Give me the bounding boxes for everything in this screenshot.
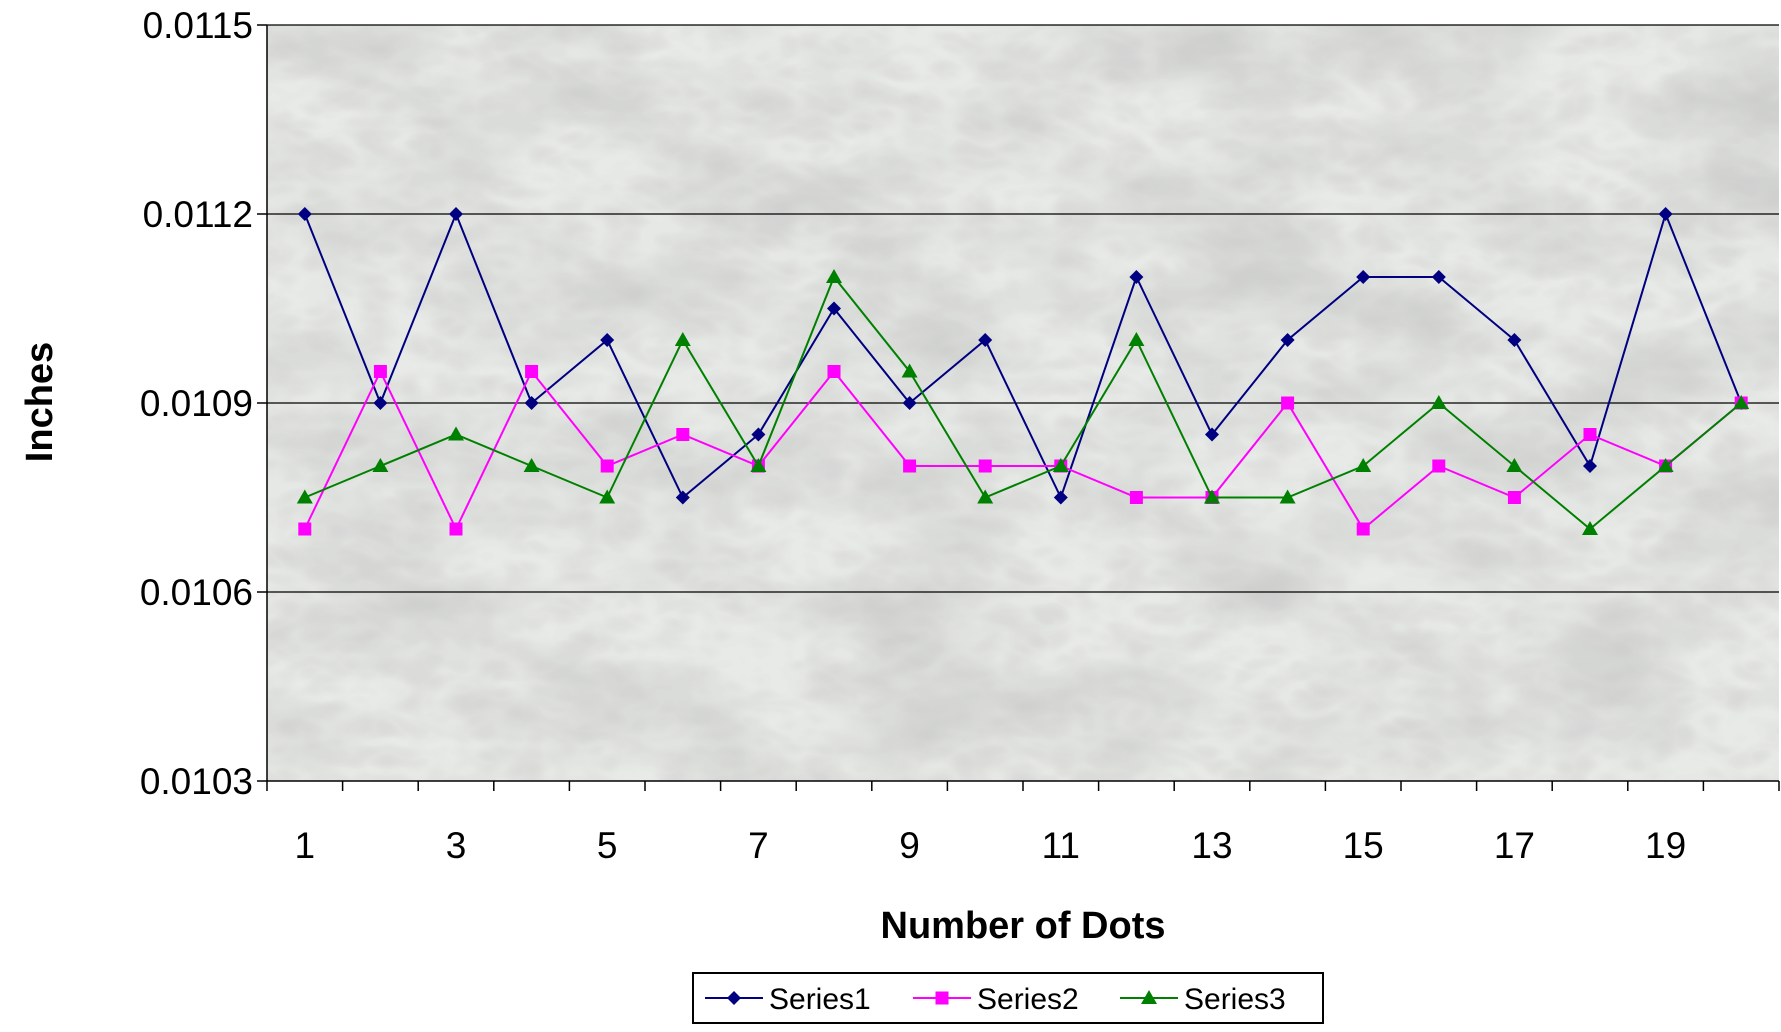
data-point bbox=[751, 427, 766, 442]
data-point bbox=[977, 489, 994, 504]
data-point bbox=[1355, 458, 1372, 472]
data-point bbox=[1507, 333, 1522, 347]
legend-marker bbox=[1141, 990, 1157, 1004]
data-point bbox=[675, 490, 690, 505]
data-point bbox=[1657, 458, 1674, 472]
series-line bbox=[304, 275, 1742, 531]
data-point bbox=[525, 365, 539, 378]
data-point bbox=[1583, 459, 1597, 473]
data-point bbox=[1129, 270, 1144, 284]
legend: Series1 Series2 Series3 bbox=[692, 972, 1324, 1024]
data-point bbox=[1279, 489, 1296, 504]
data-point bbox=[903, 459, 917, 473]
x-tick-label: 19 bbox=[1645, 825, 1686, 866]
data-point bbox=[1204, 489, 1220, 504]
x-tick-label: 9 bbox=[899, 825, 920, 866]
data-point bbox=[448, 426, 464, 441]
data-point bbox=[600, 459, 614, 473]
data-point bbox=[1431, 270, 1446, 284]
data-point bbox=[827, 365, 841, 378]
legend-label: Series2 bbox=[977, 983, 1079, 1016]
data-point bbox=[1281, 396, 1295, 410]
series-3 bbox=[296, 269, 1750, 535]
x-tick-label: 7 bbox=[748, 825, 769, 866]
data-point bbox=[978, 459, 992, 473]
data-point bbox=[902, 396, 917, 410]
x-tick-label: 13 bbox=[1191, 825, 1232, 866]
y-tick-label: 0.0112 bbox=[143, 194, 253, 235]
data-point bbox=[1733, 395, 1750, 409]
data-point bbox=[1128, 332, 1145, 346]
series-group bbox=[296, 207, 1750, 536]
data-point bbox=[524, 396, 539, 410]
y-tick-label: 0.0106 bbox=[140, 572, 253, 613]
legend-marker bbox=[935, 991, 949, 1005]
data-point bbox=[1432, 459, 1446, 473]
gridlines bbox=[267, 24, 1779, 593]
data-point bbox=[901, 363, 918, 378]
legend-marker bbox=[727, 991, 741, 1005]
y-tick-label: 0.0109 bbox=[140, 383, 253, 424]
y-axis-title: Inches bbox=[19, 342, 61, 462]
data-point bbox=[674, 332, 691, 346]
data-point bbox=[600, 333, 615, 347]
legend-label: Series3 bbox=[1184, 983, 1286, 1016]
data-point bbox=[1356, 522, 1370, 536]
data-point bbox=[449, 207, 463, 221]
data-point bbox=[373, 396, 388, 410]
data-point bbox=[978, 333, 993, 347]
x-tick-label: 17 bbox=[1494, 825, 1535, 866]
data-point bbox=[1658, 207, 1673, 221]
legend-item: Series2 bbox=[913, 983, 1079, 1016]
legend-item: Series1 bbox=[705, 983, 871, 1016]
data-point bbox=[1129, 491, 1143, 504]
legend-label: Series1 bbox=[769, 983, 871, 1016]
legend-box bbox=[692, 972, 1324, 1024]
data-point bbox=[1356, 270, 1371, 284]
data-point bbox=[296, 489, 313, 504]
x-tick-label: 11 bbox=[1042, 825, 1080, 866]
data-point bbox=[297, 207, 312, 221]
y-tick-label: 0.0103 bbox=[140, 761, 253, 802]
data-point bbox=[1053, 490, 1068, 505]
data-point bbox=[372, 458, 389, 472]
data-point bbox=[827, 301, 841, 316]
data-point bbox=[1052, 458, 1069, 472]
data-point bbox=[373, 365, 387, 378]
x-tick-label: 5 bbox=[597, 825, 618, 866]
data-point bbox=[1583, 428, 1597, 441]
data-point bbox=[1430, 395, 1447, 409]
data-point bbox=[750, 458, 767, 472]
data-point bbox=[523, 458, 540, 472]
x-tick-label: 3 bbox=[446, 825, 467, 866]
x-tick-label: 15 bbox=[1343, 825, 1384, 866]
data-point bbox=[1582, 521, 1598, 535]
data-point bbox=[1506, 458, 1523, 472]
data-point bbox=[1507, 491, 1521, 504]
data-point bbox=[676, 428, 690, 441]
y-tick-label: 0.0115 bbox=[143, 5, 253, 46]
series-line bbox=[303, 369, 1742, 532]
data-point bbox=[1205, 427, 1219, 442]
data-point bbox=[298, 522, 312, 536]
data-point bbox=[1280, 333, 1295, 347]
legend-item: Series3 bbox=[1120, 983, 1286, 1016]
x-tick-label: 1 bbox=[295, 825, 316, 866]
data-point bbox=[599, 489, 616, 504]
x-axis-title: Number of Dots bbox=[881, 905, 1166, 947]
data-point bbox=[449, 522, 463, 536]
data-point bbox=[826, 269, 842, 283]
series-line bbox=[303, 210, 1743, 501]
